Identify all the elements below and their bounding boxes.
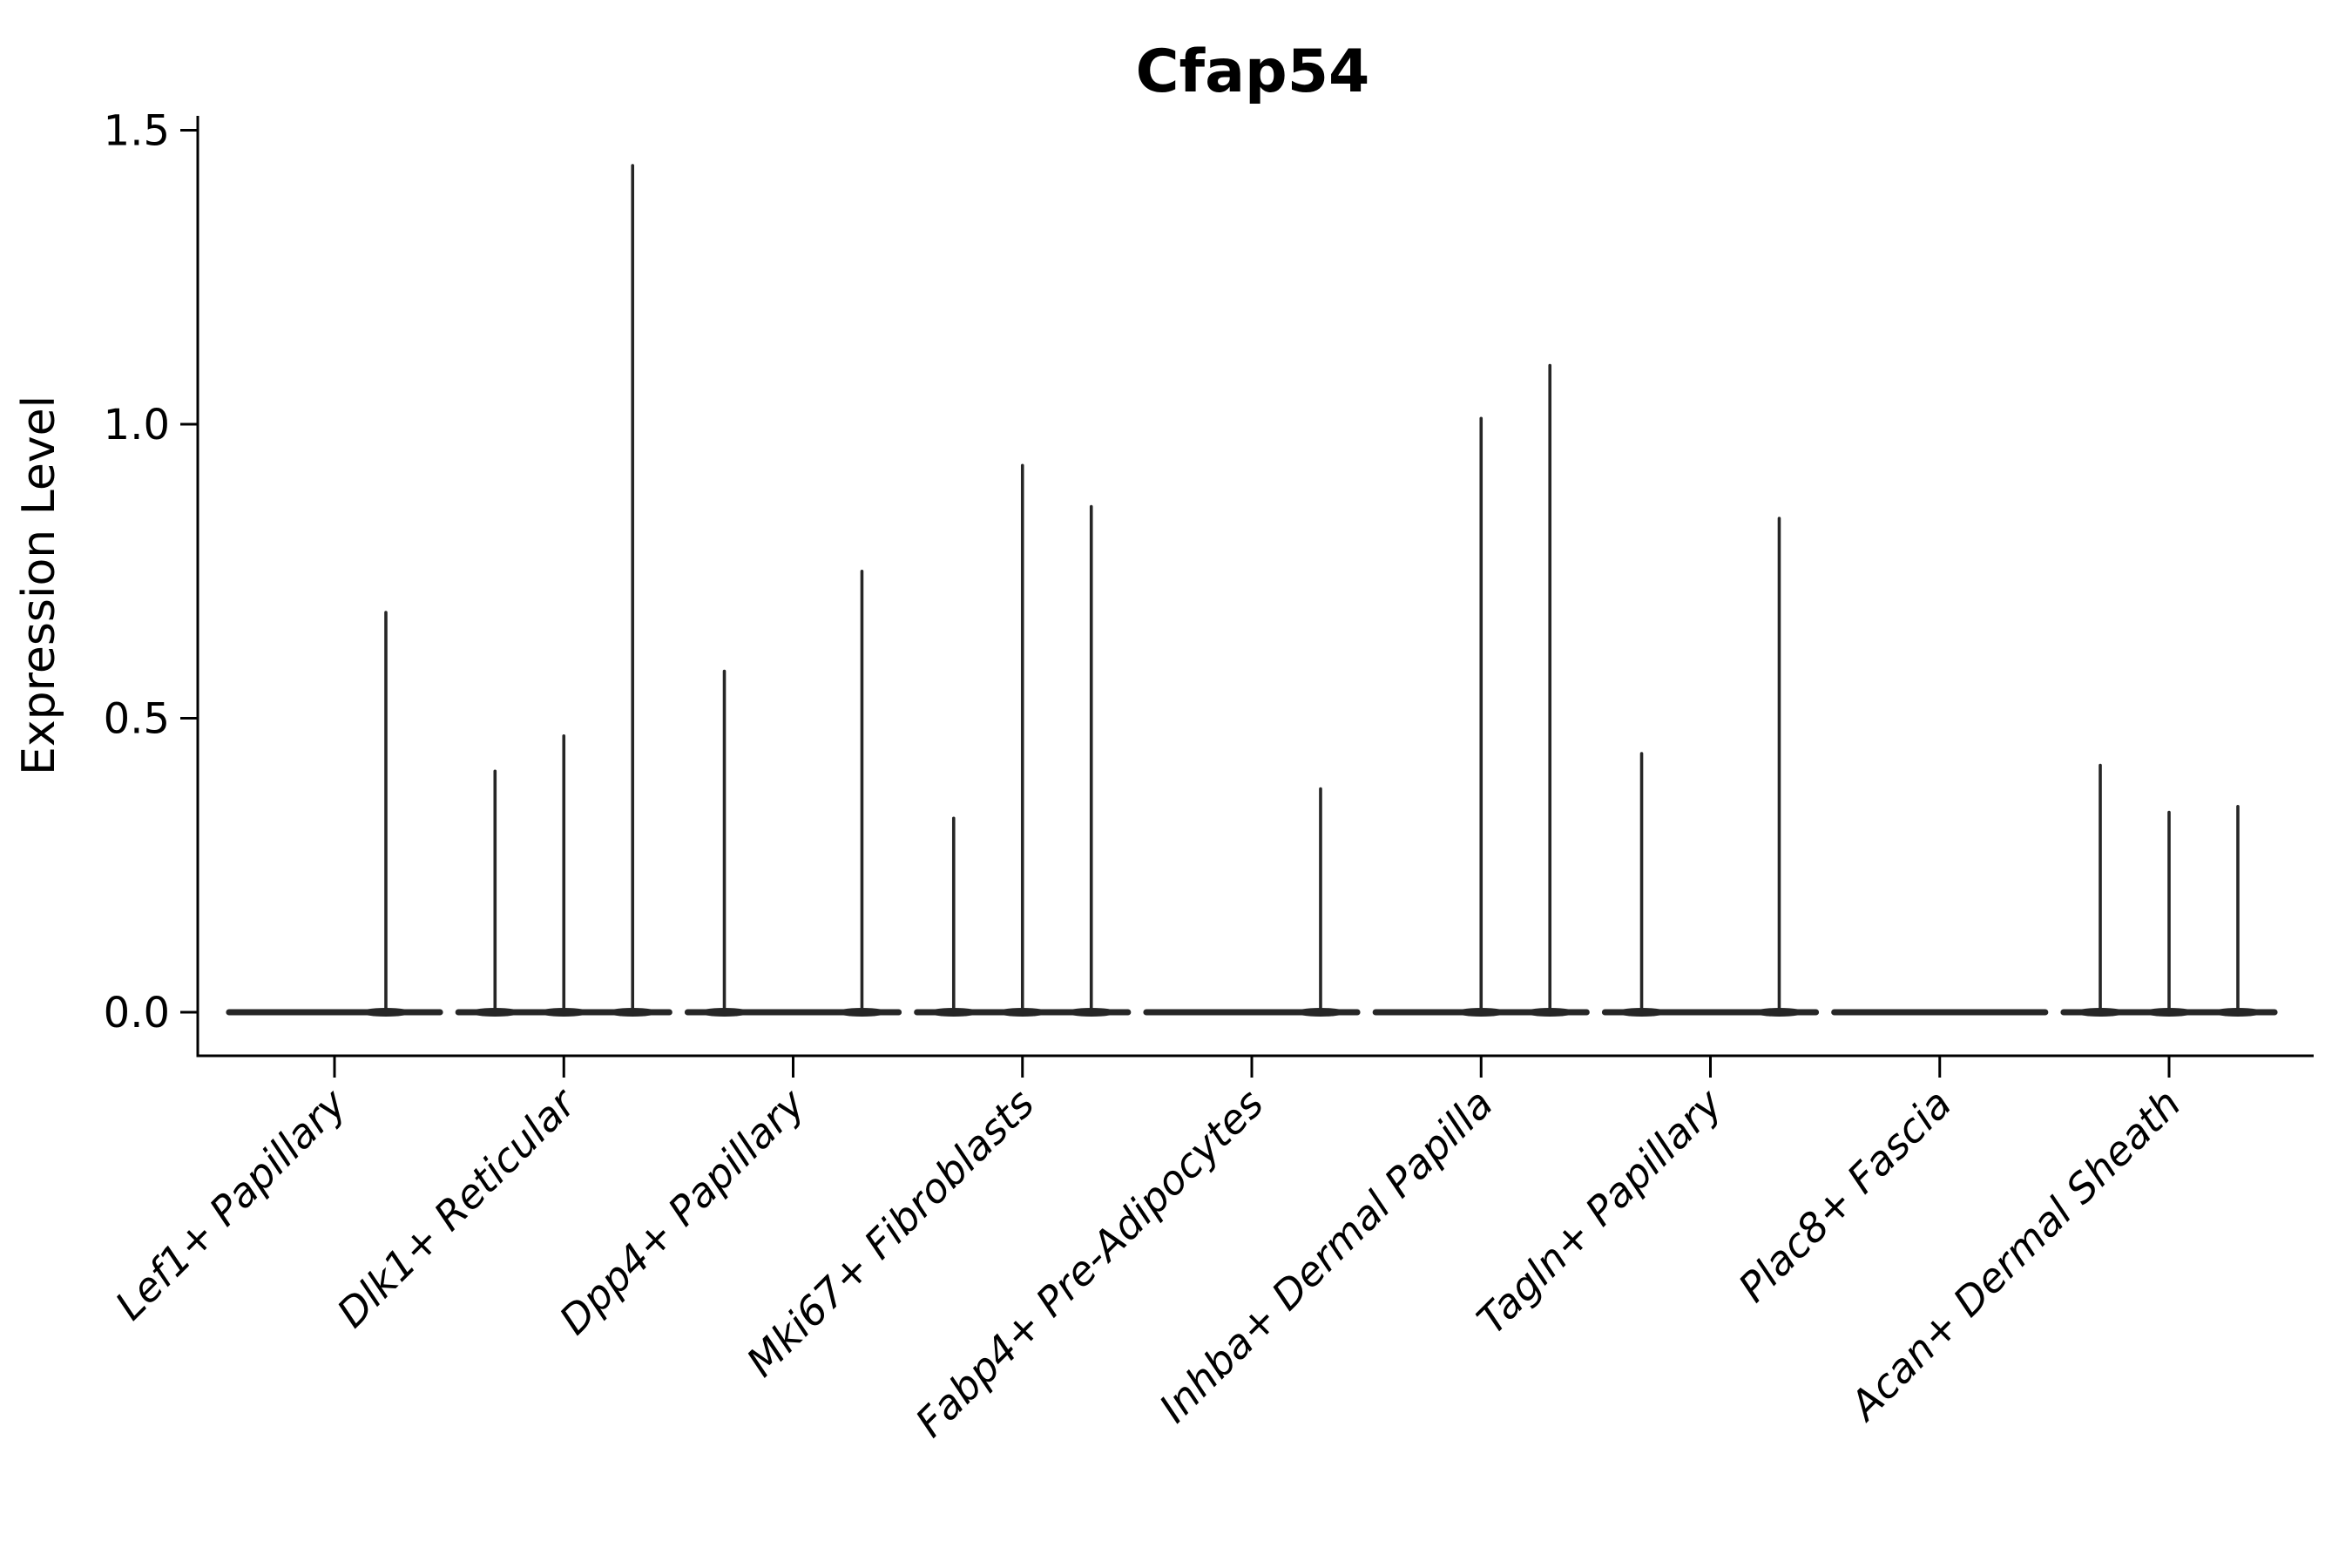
x-tick-label: Dpp4+ Papillary: [551, 1079, 814, 1343]
y-tick-label: 0.0: [104, 989, 170, 1037]
x-tick-label: Dlk1+ Reticular: [328, 1078, 586, 1336]
y-tick-label: 0.5: [104, 695, 170, 744]
violin: [2060, 763, 2278, 1017]
violin: [914, 463, 1132, 1017]
axes-spines: [196, 116, 2314, 1058]
violins-layer: [226, 164, 2278, 1017]
violin: [1143, 787, 1361, 1017]
y-axis: 0.0 0.5 1.0 1.5: [104, 107, 198, 1037]
chart-title: Cfap54: [1136, 37, 1370, 106]
violin: [1601, 517, 1820, 1017]
violin: [684, 569, 902, 1017]
violin: [1372, 363, 1590, 1017]
x-tick-label: Tagln+ Papillary: [1468, 1079, 1732, 1343]
y-tick-label: 1.5: [104, 107, 170, 156]
x-tick-label: Plac8+ Fascia: [1729, 1080, 1960, 1311]
violin: [455, 164, 672, 1017]
y-tick-label: 1.0: [104, 401, 170, 449]
violin: [226, 611, 443, 1017]
y-axis-label: Expression Level: [13, 395, 65, 775]
x-tick-label: Lef1+ Papillary: [106, 1079, 355, 1328]
